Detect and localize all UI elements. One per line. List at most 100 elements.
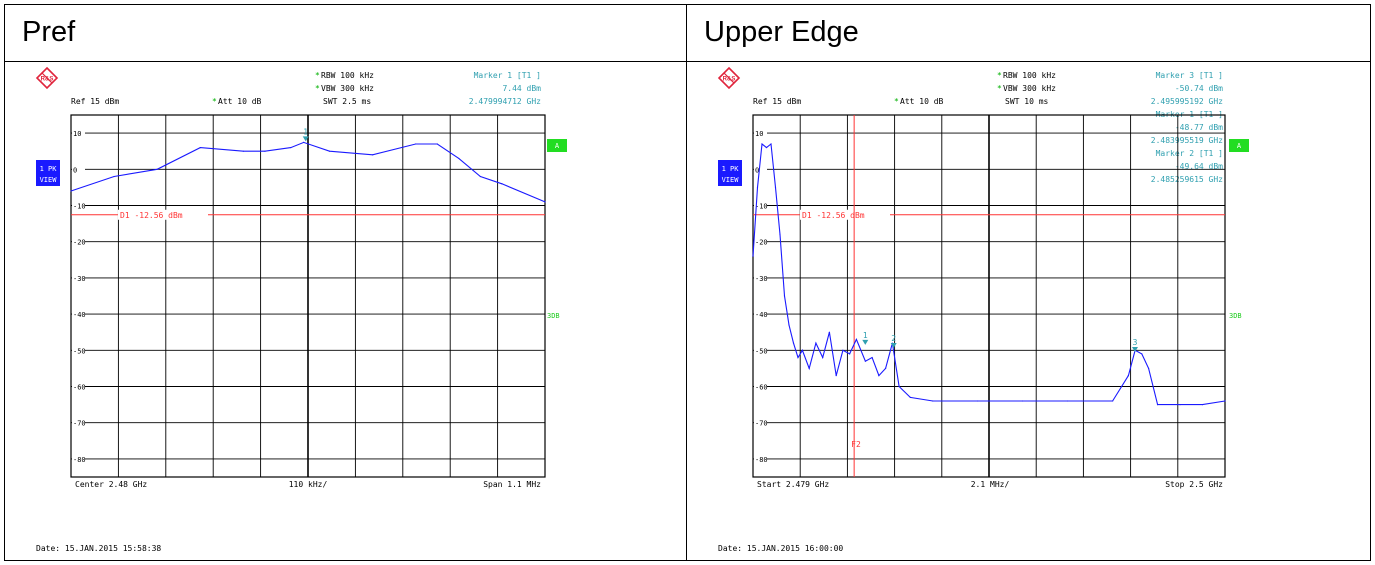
rs-logo-slash xyxy=(723,72,735,84)
rbw: RBW 100 kHz xyxy=(1003,71,1056,80)
marker-3-triangle xyxy=(1131,346,1138,352)
y-tick-label: 0 xyxy=(755,166,759,174)
trace-point xyxy=(885,367,887,369)
trace-point xyxy=(156,168,158,170)
y-tick-bg xyxy=(754,382,767,391)
panel-title-pref: Pref xyxy=(22,16,76,48)
trace-point xyxy=(779,233,781,236)
trace-point xyxy=(774,186,777,188)
trace-point xyxy=(1022,400,1024,402)
sweep-time: SWT 2.5 ms xyxy=(323,97,371,106)
rs-logo-text: R&S xyxy=(41,77,54,83)
y-tick-label: 0 xyxy=(73,166,77,174)
vbw-star: * xyxy=(997,84,1002,93)
y-tick-label: -50 xyxy=(755,347,768,355)
trace-mode-label: VIEW xyxy=(722,176,740,184)
ref-level: Ref 15 dBm xyxy=(753,97,801,106)
trace-point xyxy=(290,146,292,149)
marker-1-triangle xyxy=(302,136,309,142)
trace-point xyxy=(436,143,438,145)
marker-level: 7.44 dBm xyxy=(502,84,541,93)
trace-point xyxy=(1112,400,1114,402)
y-tick-bg xyxy=(754,165,767,174)
panel-title-upper-edge: Upper Edge xyxy=(704,16,859,48)
marker-3-number: 3 xyxy=(1133,338,1138,347)
y-tick-bg xyxy=(754,237,767,246)
trace-line xyxy=(70,141,546,203)
rs-logo-slash xyxy=(41,72,53,84)
trace-point xyxy=(1201,404,1204,406)
trace-point xyxy=(1067,400,1069,402)
figure-frame xyxy=(4,4,1371,561)
display-line-bg xyxy=(800,209,890,220)
trace-point xyxy=(842,349,844,351)
panel-divider xyxy=(686,4,687,561)
threedb-label: 3DB xyxy=(1229,312,1242,320)
marker-1-number: 1 xyxy=(303,127,308,136)
y-tick-bg xyxy=(72,237,85,246)
trace-point xyxy=(977,400,979,402)
trace-point xyxy=(1147,367,1150,369)
trigger-a-badge xyxy=(1229,139,1249,152)
vbw: VBW 300 kHz xyxy=(1003,84,1056,93)
trace-badge xyxy=(718,160,742,186)
y-tick-bg xyxy=(72,129,85,138)
trace-point xyxy=(797,356,799,359)
rbw-star: * xyxy=(997,71,1002,80)
trace-point xyxy=(756,186,759,188)
y-tick-bg xyxy=(754,273,767,282)
marker-label: Marker 1 [T1 ] xyxy=(474,71,541,80)
trace-point xyxy=(878,375,880,377)
y-tick-label: 10 xyxy=(73,130,81,138)
threedb-label: 3DB xyxy=(547,312,560,320)
y-tick-label: 10 xyxy=(755,130,763,138)
trace-point xyxy=(501,183,503,185)
trace-point xyxy=(770,143,772,145)
y-tick-label: -70 xyxy=(73,420,86,428)
y-tick-bg xyxy=(72,346,85,355)
rs-logo-icon xyxy=(35,66,59,90)
marker-level: -49.64 dBm xyxy=(1175,162,1223,171)
trace-badge-label: 1 PK xyxy=(722,165,740,173)
y-tick-bg xyxy=(72,201,85,210)
x-end-label: Stop 2.5 GHz xyxy=(1165,480,1223,489)
trace-point xyxy=(303,141,305,143)
y-tick-bg xyxy=(72,310,85,319)
trace-point xyxy=(871,356,873,359)
y-tick-bg xyxy=(72,454,85,463)
trace-point xyxy=(815,342,817,344)
trace-point xyxy=(415,143,417,145)
trace-point xyxy=(1141,353,1143,355)
trigger-a-label: A xyxy=(555,142,560,150)
trace-point xyxy=(761,143,763,145)
y-tick-bg xyxy=(72,382,85,391)
trigger-a-label: A xyxy=(1237,142,1242,150)
y-tick-label: -20 xyxy=(755,239,768,247)
trace-point xyxy=(372,154,374,156)
marker-1-number: 1 xyxy=(863,331,868,340)
trace-point xyxy=(70,190,72,192)
marker-1-triangle xyxy=(862,339,869,345)
trace-point xyxy=(849,353,851,355)
marker-2-number: 2 xyxy=(891,334,896,343)
rbw-star: * xyxy=(315,71,320,80)
y-tick-label: -30 xyxy=(755,275,768,283)
trigger-a-badge xyxy=(547,139,567,152)
marker-level: -48.77 dBm xyxy=(1175,123,1223,132)
y-tick-bg xyxy=(754,201,767,210)
trace-point xyxy=(765,146,768,149)
y-tick-bg xyxy=(72,273,85,282)
y-tick-bg xyxy=(72,418,85,427)
trace-point xyxy=(544,201,546,203)
rbw: RBW 100 kHz xyxy=(321,71,374,80)
rs-logo-text: R&S xyxy=(723,77,736,83)
trace-point xyxy=(783,295,786,297)
trace-point xyxy=(1127,375,1129,377)
y-tick-label: -10 xyxy=(73,203,86,211)
marker-2-triangle xyxy=(890,342,897,348)
y-tick-label: -80 xyxy=(73,456,86,464)
trace-point xyxy=(264,150,266,152)
f2-label: F2 xyxy=(851,440,861,449)
att-star: * xyxy=(212,97,217,106)
x-scale-label: 2.1 MHz/ xyxy=(971,480,1010,489)
